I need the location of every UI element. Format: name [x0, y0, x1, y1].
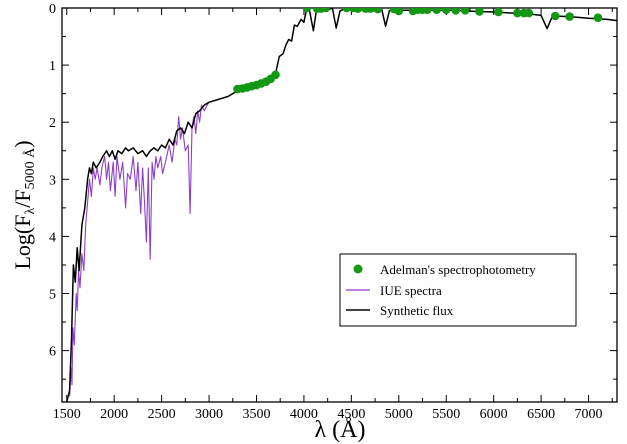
- y-tick-label: 0: [49, 2, 56, 17]
- spectrophotometry-point: [475, 8, 484, 16]
- y-tick-label: 3: [49, 173, 56, 188]
- x-tick-label: 7000: [575, 407, 603, 422]
- y-axis-title-sub1: λ: [23, 208, 38, 215]
- plot-frame: [61, 7, 618, 403]
- spectrophotometry-point: [432, 8, 441, 14]
- spectrophotometry-point: [302, 8, 312, 13]
- spectrophotometry-point: [423, 8, 432, 14]
- x-axis-title: λ (Å): [315, 417, 366, 443]
- spectrophotometry-point: [321, 8, 330, 13]
- y-axis-title-main: Log(F: [10, 215, 35, 270]
- spectrophotometry-point: [271, 70, 280, 80]
- spectrophotometry-point: [551, 11, 560, 21]
- spectrophotometry-point: [342, 8, 351, 13]
- x-tick-label: 3000: [195, 407, 223, 422]
- spectrophotometry-point: [373, 8, 383, 14]
- spectrophotometry-point: [353, 8, 363, 13]
- x-tick-label: 5000: [385, 407, 413, 422]
- y-axis-ticks: 0 1 2 3 4 5 6: [49, 2, 617, 380]
- y-axis-title-sub2: 5000 Å: [22, 147, 38, 190]
- spectrophotometry-point: [460, 8, 470, 15]
- iue-spectrum-line: [69, 101, 210, 397]
- spectrophotometry-point: [524, 8, 534, 18]
- y-tick-label: 6: [49, 345, 56, 360]
- spectrophotometry-point: [451, 8, 460, 15]
- x-tick-label: 6500: [527, 407, 555, 422]
- spectrophotometry-point: [513, 8, 522, 18]
- x-tick-label: 1500: [53, 407, 81, 422]
- y-axis-title: Log(Fλ/F5000 Å): [10, 140, 38, 269]
- series-layer: [65, 8, 617, 402]
- y-tick-label: 1: [49, 59, 56, 74]
- legend-marker-adelman: [353, 264, 363, 274]
- y-tick-label: 4: [49, 230, 56, 245]
- spectrophotometry-point: [565, 12, 574, 21]
- y-axis-title-end: ): [10, 140, 35, 147]
- legend-label-iue: IUE spectra: [380, 283, 442, 298]
- spectrophotometry-point: [593, 13, 603, 22]
- legend: Adelman's spectrophotometry IUE spectra …: [339, 253, 577, 327]
- x-axis-ticks: 1500 2000 2500 3000 3500 4000 4500 5000 5500 6000…: [53, 8, 613, 422]
- x-tick-label: 2000: [100, 407, 128, 422]
- x-tick-label: 2500: [148, 407, 176, 422]
- spectrophotometry-point: [366, 8, 375, 13]
- spectrophotometry-point: [441, 8, 451, 14]
- x-tick-label: 3500: [242, 407, 270, 422]
- x-tick-label: 5500: [432, 407, 460, 422]
- y-tick-label: 5: [49, 288, 56, 303]
- spectrophotometry-point: [494, 8, 503, 17]
- spectrophotometry-point: [394, 8, 404, 16]
- x-tick-label: 4500: [337, 407, 365, 422]
- y-axis-title-mid: /F: [10, 189, 35, 207]
- legend-label-synthetic: Synthetic flux: [380, 303, 454, 318]
- legend-box: [339, 253, 577, 327]
- x-tick-label: 4000: [290, 407, 318, 422]
- x-tick-label: 6000: [480, 407, 508, 422]
- y-tick-label: 2: [49, 116, 56, 131]
- legend-label-adelman: Adelman's spectrophotometry: [380, 262, 536, 277]
